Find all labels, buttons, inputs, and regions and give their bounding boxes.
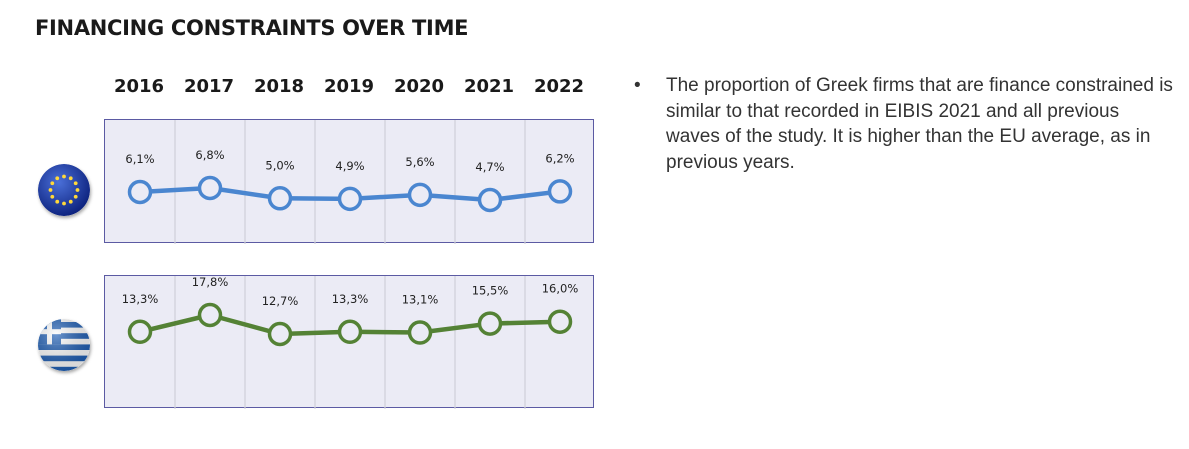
star-icon	[68, 199, 73, 204]
year-label: 2022	[533, 76, 585, 97]
data-point	[337, 186, 363, 212]
year-label: 2020	[393, 76, 445, 97]
summary-text: The proportion of Greek firms that are f…	[666, 75, 1173, 173]
summary-bullet: • The proportion of Greek firms that are…	[634, 73, 1174, 175]
greece-line-chart: 13,3% 17,8% 12,7% 13,3% 13,1% 15,5% 16,0%	[122, 275, 579, 409]
data-point	[127, 179, 153, 205]
data-point	[407, 182, 433, 208]
star-icon	[75, 188, 80, 192]
year-label: 2018	[253, 76, 305, 97]
data-label: 5,6%	[405, 155, 434, 169]
star-icon	[48, 188, 53, 192]
star-icon	[55, 176, 60, 181]
data-label: 6,1%	[125, 152, 154, 166]
eu-chart-panel: 6,1% 6,8% 5,0% 4,9% 5,6% 4,7% 6,2%	[104, 119, 594, 244]
star-icon	[73, 194, 78, 199]
star-icon	[62, 201, 66, 206]
data-label: 17,8%	[192, 275, 229, 289]
data-point	[407, 320, 433, 345]
page-title: FINANCING CONSTRAINTS OVER TIME	[35, 16, 469, 40]
data-label: 5,0%	[265, 158, 294, 172]
data-point	[477, 187, 503, 213]
year-label: 2017	[183, 76, 235, 97]
star-icon	[68, 176, 73, 181]
data-point	[127, 319, 153, 345]
year-label: 2019	[323, 76, 375, 97]
year-label: 2021	[463, 76, 515, 97]
data-label: 6,8%	[195, 148, 224, 162]
star-icon	[62, 174, 66, 179]
data-label: 12,7%	[262, 294, 299, 308]
year-axis: 2016 2017 2018 2019 2020 2021 2022	[0, 76, 600, 100]
data-label: 13,3%	[122, 292, 159, 306]
year-label: 2016	[113, 76, 165, 97]
data-label: 13,1%	[402, 293, 439, 307]
data-label: 4,9%	[335, 159, 364, 173]
star-icon	[50, 194, 55, 199]
eu-line-chart: 6,1% 6,8% 5,0% 4,9% 5,6% 4,7% 6,2%	[125, 120, 575, 244]
greece-chart-panel: 13,3% 17,8% 12,7% 13,3% 13,1% 15,5% 16,0%	[104, 275, 594, 409]
data-point	[337, 319, 363, 345]
data-point	[267, 186, 293, 211]
data-point	[197, 175, 223, 201]
star-icon	[73, 181, 78, 186]
bullet-marker: •	[634, 75, 641, 96]
data-point	[477, 311, 503, 336]
data-point	[547, 309, 573, 334]
data-label: 4,7%	[475, 160, 504, 174]
data-point	[547, 179, 573, 204]
data-label: 13,3%	[332, 292, 369, 306]
data-point	[197, 302, 223, 328]
greece-flag-icon	[38, 319, 90, 371]
data-label: 15,5%	[472, 284, 509, 298]
data-point	[267, 321, 293, 347]
star-icon	[55, 199, 60, 204]
eu-flag-icon	[38, 164, 90, 216]
data-label: 16,0%	[542, 282, 579, 296]
data-label: 6,2%	[545, 151, 574, 165]
star-icon	[50, 181, 55, 186]
